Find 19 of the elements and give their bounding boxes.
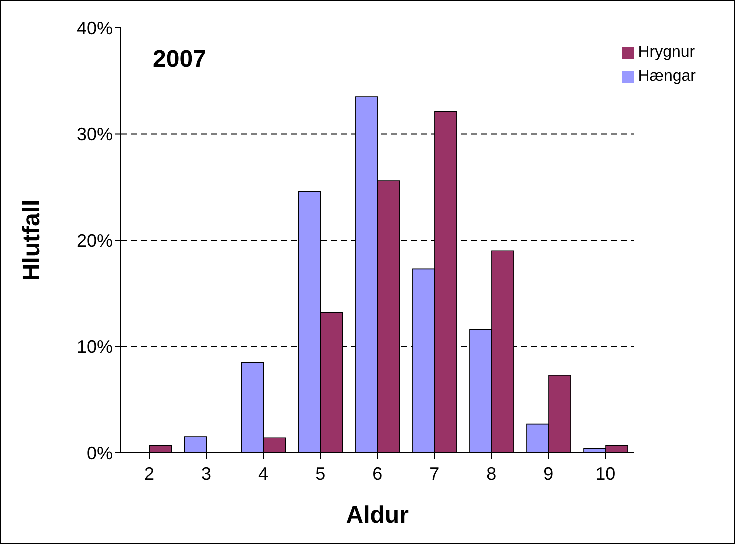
x-tick-label: 9 — [544, 464, 554, 484]
y-tick-label: 40% — [76, 18, 113, 38]
x-tick-label: 10 — [596, 464, 616, 484]
x-tick-label: 3 — [202, 464, 212, 484]
y-tick-label: 0% — [86, 443, 113, 464]
y-tick-label: 30% — [76, 124, 113, 145]
x-tick-label: 4 — [258, 464, 269, 484]
text: 2007 — [153, 46, 206, 74]
y-axis-title: Hlutfall — [18, 200, 46, 282]
x-tick-label: 2 — [144, 464, 155, 484]
legend-label: Hængar — [638, 68, 696, 85]
x-tick-label: 8 — [486, 464, 497, 484]
x-tick-label: 6 — [372, 464, 383, 484]
x-tick-label: 7 — [430, 464, 440, 484]
legend-label: Hrygnur — [638, 44, 696, 61]
x-tick-label: 5 — [316, 464, 326, 484]
x-axis-title: Aldur — [346, 502, 409, 529]
y-tick-label: 10% — [76, 337, 113, 358]
y-tick-label: 20% — [76, 230, 113, 251]
